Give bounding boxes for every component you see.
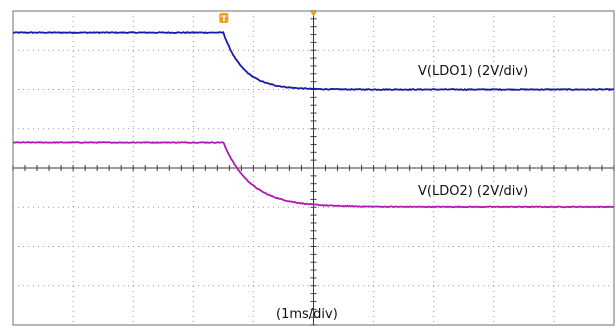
series-label-ldo2: V(LDO2) (2V/div) [418,184,528,199]
labels: V(LDO1) (2V/div) V(LDO2) (2V/div) (1ms/d… [276,64,528,322]
markers: T [219,11,318,24]
series-label-ldo1: V(LDO1) (2V/div) [418,64,528,79]
center-axes [12,10,615,326]
time-reference-marker [309,11,318,16]
trace-ldo2 [12,141,615,209]
traces [12,31,615,209]
trace-ldo1 [12,31,615,91]
trigger-position-marker [219,13,229,23]
x-axis-scale-label: (1ms/div) [276,307,338,322]
trigger-marker-letter: T [221,15,227,24]
